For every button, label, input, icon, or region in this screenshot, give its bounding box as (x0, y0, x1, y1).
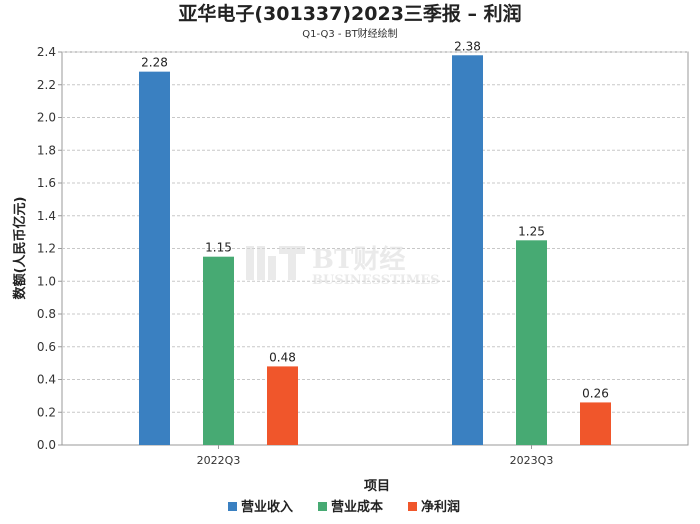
data-label: 1.25 (518, 224, 545, 238)
legend-item-label: 净利润 (421, 499, 460, 515)
data-label: 1.15 (205, 241, 232, 255)
y-axis-ticks: 0.0 0.2 0.4 0.6 0.8 1.0 1.2 1.4 1.6 1.8 2.0 2.2 2.4 (37, 45, 62, 452)
value-labels: 2.28 1.15 0.48 2.38 1.25 0.26 (141, 39, 609, 400)
bars (139, 55, 611, 446)
y-axis-label: 数额(人民币亿元) (12, 197, 28, 300)
y-tick-label: 0.0 (37, 438, 56, 452)
x-axis-label: 项目 (364, 479, 390, 494)
chart-subtitle: Q1-Q3 - BT财经绘制 (302, 27, 397, 40)
watermark: BT财经 BUSINESSTIMES (246, 244, 440, 288)
data-label: 0.48 (269, 350, 296, 364)
bar-2023Q3-营业成本 (516, 240, 547, 445)
y-tick-label: 0.6 (37, 340, 56, 354)
legend-item-label: 营业成本 (331, 499, 383, 515)
data-label: 0.26 (582, 386, 609, 400)
data-label: 2.38 (454, 39, 481, 53)
legend-swatch (228, 502, 237, 511)
grid-lines (62, 51, 688, 413)
y-tick-label: 1.6 (37, 176, 56, 190)
bar-2023Q3-营业收入 (452, 55, 483, 446)
legend: 营业收入 营业成本 净利润 (228, 499, 460, 515)
x-tick-label: 2022Q3 (197, 454, 241, 467)
bar-2022Q3-净利润 (267, 366, 298, 445)
y-tick-label: 0.2 (37, 405, 56, 419)
legend-swatch (318, 502, 327, 511)
bar-2022Q3-营业成本 (203, 256, 234, 445)
x-axis-ticks: 2022Q3 2023Q3 (197, 445, 554, 467)
watermark-text: BT财经 (312, 244, 405, 275)
legend-item-label: 营业收入 (241, 499, 293, 515)
bar-2022Q3-营业收入 (139, 71, 170, 446)
y-tick-label: 2.0 (37, 111, 56, 125)
x-tick-label: 2023Q3 (510, 454, 554, 467)
y-tick-label: 2.4 (37, 45, 56, 59)
y-tick-label: 2.2 (37, 78, 56, 92)
legend-swatch (408, 502, 417, 511)
watermark-logo-icon (246, 246, 305, 280)
y-tick-label: 0.4 (37, 373, 56, 387)
y-tick-label: 1.0 (37, 274, 56, 288)
bar-2023Q3-净利润 (580, 402, 611, 445)
y-tick-label: 1.2 (37, 242, 56, 256)
chart-title: 亚华电子(301337)2023三季报 – 利润 (178, 2, 521, 25)
data-label: 2.28 (141, 56, 168, 70)
watermark-subtext: BUSINESSTIMES (312, 273, 440, 288)
y-tick-label: 1.4 (37, 209, 56, 223)
y-tick-label: 0.8 (37, 307, 56, 321)
y-tick-label: 1.8 (37, 143, 56, 157)
